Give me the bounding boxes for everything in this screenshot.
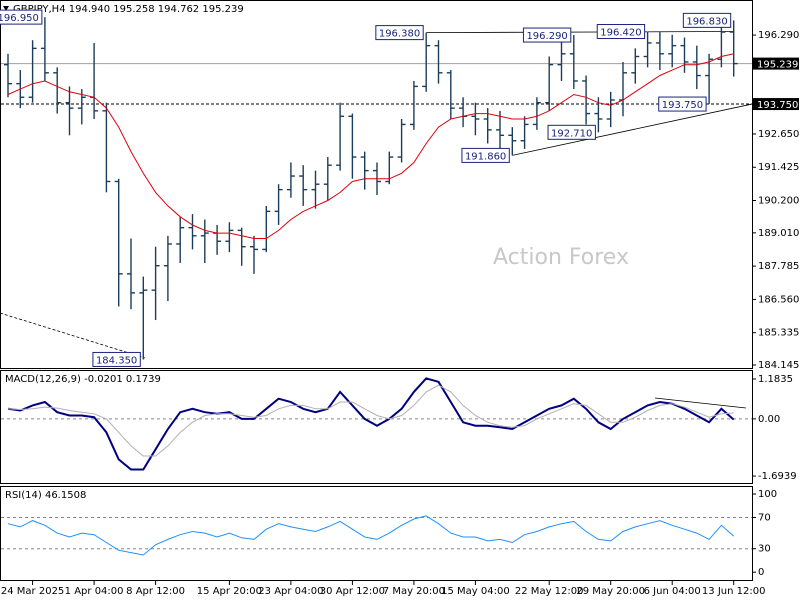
- price-label-box: [596, 24, 646, 40]
- price-label: 184.350: [96, 355, 137, 366]
- x-tick-label: 22 May 12:00: [515, 586, 584, 597]
- level-label: 193.750: [757, 100, 798, 111]
- y-tick-label: 191.425: [758, 162, 799, 173]
- y-tick-label: 196.290: [758, 30, 799, 41]
- x-tick-label: 13 Jun 12:00: [702, 586, 766, 597]
- price-label-box: [375, 25, 424, 41]
- price-label: 193.750: [662, 100, 703, 111]
- x-tick-label: 15 May 04:00: [441, 586, 510, 597]
- current-price-label: 195.239: [757, 60, 798, 71]
- rsi-title: RSI(14) 46.1508: [5, 490, 86, 501]
- y-tick-label: 1.1835: [758, 374, 793, 385]
- y-tick-label: 190.200: [758, 196, 799, 207]
- y-tick-label: -1.6939: [758, 471, 797, 482]
- price-label-box: [658, 96, 707, 112]
- current-price-box: [753, 57, 799, 70]
- x-tick-label: 7 May 20:00: [383, 586, 445, 597]
- indicator-line: [7, 515, 735, 556]
- y-tick-label: 184.145: [758, 360, 799, 371]
- y-tick-label: 0.00: [758, 414, 780, 425]
- price-frame: [0, 0, 753, 369]
- x-tick-label: 1 Apr 04:00: [65, 586, 124, 597]
- x-tick-label: 15 Apr 20:00: [197, 586, 262, 597]
- macd-trend-line: [654, 397, 747, 409]
- trend-line: [0, 312, 146, 359]
- indicator-line: [7, 384, 734, 457]
- y-tick-label: 192.650: [758, 129, 799, 140]
- y-tick-label: 186.560: [758, 294, 799, 305]
- x-tick-label: 29 May 20:00: [576, 586, 645, 597]
- x-tick-label: 8 Apr 12:00: [126, 586, 185, 597]
- macd-frame: [0, 370, 753, 484]
- resistance-line: [426, 31, 734, 34]
- x-tick-label: 30 Apr 12:00: [320, 586, 385, 597]
- price-label-box: [522, 27, 572, 43]
- level-box: [753, 98, 799, 111]
- macd-title: MACD(12,26,9) -0.0201 0.1739: [5, 374, 161, 385]
- y-tick-label: 185.335: [758, 328, 799, 339]
- y-tick-label: 187.785: [758, 261, 799, 272]
- x-tick-label: 23 Apr 04:00: [258, 586, 323, 597]
- ohlc-bars: [4, 17, 738, 360]
- symbol-arrow: [3, 6, 9, 11]
- frames: [0, 0, 753, 581]
- price-label-box: [0, 9, 43, 25]
- indicator-line: [7, 377, 735, 471]
- support-line: [512, 103, 753, 156]
- price-label-box: [461, 147, 510, 163]
- rsi-frame: [0, 486, 753, 581]
- price-label-box: [682, 12, 732, 28]
- y-tick-label: 70: [758, 512, 771, 523]
- price-label: 192.710: [551, 128, 592, 139]
- y-tick-label: 30: [758, 544, 771, 555]
- price-label-box: [92, 351, 141, 367]
- price-label: 196.830: [686, 16, 727, 27]
- price-label: 196.290: [526, 31, 567, 42]
- y-tick-label: 100: [758, 489, 777, 500]
- y-tick-label: 0: [758, 567, 764, 578]
- x-tick-label: 24 Mar 2025: [1, 586, 64, 597]
- x-tick-label: 6 Jun 04:00: [644, 586, 701, 597]
- price-label: 191.860: [465, 151, 506, 162]
- chart-title: GBPJPY,H4 194.940 195.258 194.762 195.23…: [13, 4, 244, 15]
- watermark: Action Forex: [493, 245, 629, 270]
- price-label: 196.950: [0, 13, 39, 24]
- y-tick-label: 189.010: [758, 228, 799, 239]
- price-label-box: [547, 124, 596, 140]
- price-label: 196.420: [600, 28, 641, 39]
- price-label: 196.380: [379, 29, 420, 40]
- moving-average: [7, 53, 734, 239]
